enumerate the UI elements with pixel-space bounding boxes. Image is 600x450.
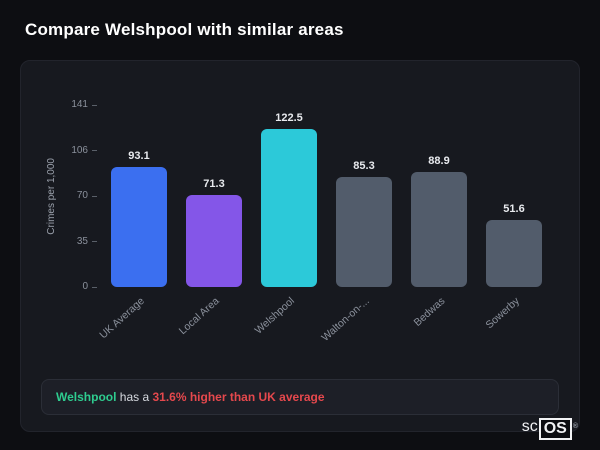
- note-area-name: Welshpool: [56, 390, 117, 404]
- scos-logo: sc OS ®: [522, 418, 578, 440]
- x-label-slot: Sowerby: [483, 293, 542, 345]
- note-middle-text: has a: [116, 390, 153, 404]
- x-axis-label: UK Average: [97, 295, 148, 342]
- bar-group: 51.6: [486, 105, 542, 287]
- x-axis-label: Local Area: [177, 295, 223, 338]
- y-tick: 70: [61, 191, 97, 201]
- y-tick-label: 35: [76, 235, 88, 247]
- bar-value-label: 51.6: [503, 203, 525, 216]
- y-tick-mark: [92, 150, 97, 151]
- bar-chart: Crimes per 1,000 141 106 70 35 0 93.1 71.3 122…: [43, 100, 561, 345]
- x-label-slot: Welshpool: [253, 293, 317, 345]
- x-axis-label: Sowerby: [483, 295, 523, 332]
- bar-bedwas[interactable]: [411, 172, 467, 287]
- y-tick: 35: [61, 235, 97, 247]
- y-tick-label: 70: [76, 190, 88, 201]
- summary-note: Welshpool has a 31.6% higher than UK ave…: [41, 379, 559, 415]
- y-tick-mark: [92, 286, 97, 288]
- x-label-slot: Walton-on-...: [320, 293, 392, 345]
- chart-card: Crimes per 1,000 141 106 70 35 0 93.1 71.3 122…: [20, 60, 580, 432]
- page-title: Compare Welshpool with similar areas: [25, 20, 344, 39]
- bar-group: 85.3: [336, 105, 392, 287]
- y-tick-mark: [92, 104, 97, 106]
- y-axis-title: Crimes per 1,000: [45, 157, 57, 235]
- y-tick-label: 106: [71, 144, 88, 156]
- note-stat-text: 31.6% higher than UK average: [152, 390, 325, 404]
- scos-logo-box: OS: [538, 418, 572, 440]
- bar-value-label: 88.9: [428, 155, 450, 168]
- bar-group: 88.9: [411, 105, 467, 287]
- x-label-slot: Local Area: [177, 293, 242, 345]
- y-tick-label: 0: [82, 281, 88, 292]
- bar-group: 122.5: [261, 105, 317, 287]
- y-axis-title-wrap: Crimes per 1,000: [43, 105, 59, 287]
- y-tick-mark: [92, 241, 97, 242]
- x-label-slot: Bedwas: [411, 293, 467, 345]
- bar-value-label: 71.3: [203, 177, 225, 190]
- y-tick: 141: [61, 100, 97, 110]
- y-tick: 0: [61, 282, 97, 292]
- bar-uk-average[interactable]: [111, 166, 167, 287]
- y-tick-mark: [92, 195, 97, 197]
- registered-mark-icon: ®: [572, 423, 578, 430]
- y-axis-ticks: 141 106 70 35 0: [61, 100, 97, 292]
- bar-local-area[interactable]: [186, 194, 242, 287]
- bar-group: 93.1: [111, 105, 167, 287]
- y-tick-label: 141: [71, 99, 88, 110]
- x-label-slot: UK Average: [98, 293, 167, 345]
- bar-walton-on[interactable]: [336, 176, 392, 287]
- x-axis-labels: UK Average Local Area Welshpool Walton-on-.…: [98, 293, 542, 345]
- bar-group: 71.3: [186, 105, 242, 287]
- bar-value-label: 85.3: [353, 159, 375, 172]
- bar-sowerby[interactable]: [486, 220, 542, 287]
- x-axis-label: Walton-on-...: [319, 295, 373, 344]
- plot-area: 93.1 71.3 122.5 85.3 88.9 51.6: [111, 105, 542, 287]
- bar-value-label: 122.5: [275, 111, 303, 124]
- x-axis-label: Bedwas: [411, 295, 448, 329]
- scos-logo-prefix: sc: [521, 418, 538, 435]
- bar-welshpool[interactable]: [261, 128, 317, 287]
- bar-value-label: 93.1: [128, 149, 150, 162]
- x-axis-label: Welshpool: [252, 295, 298, 337]
- y-tick: 106: [61, 144, 97, 156]
